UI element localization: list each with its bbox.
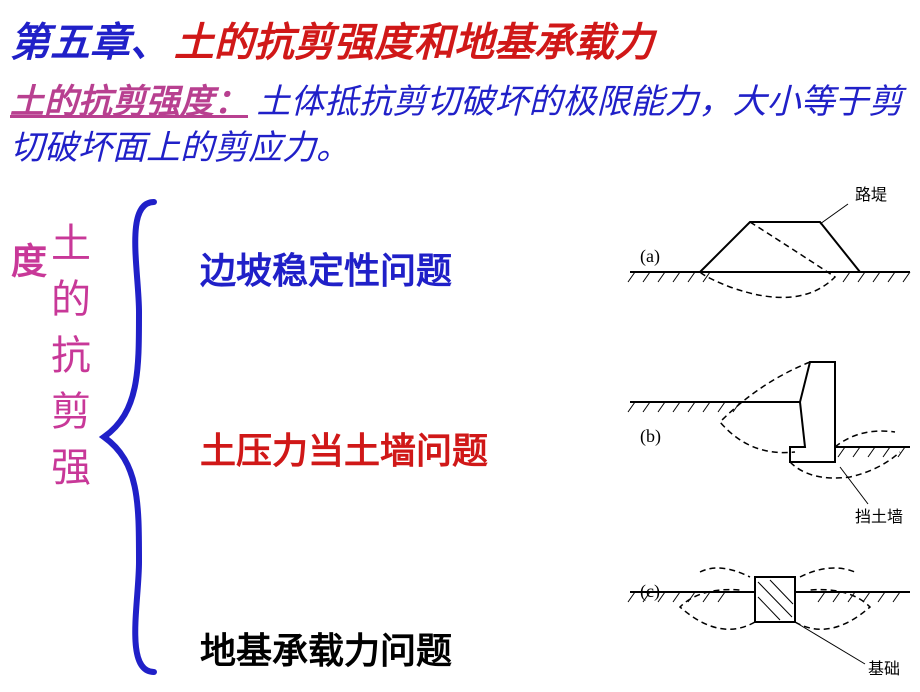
main-area: 度 土的抗剪强 边坡稳定性问题 土压力当土墙问题 地基承载力问题 路堤 [0, 182, 920, 692]
topic-bearing-capacity: 地基承载力问题 [200, 622, 452, 674]
diagram-b-label: (b) [640, 426, 661, 447]
topic-slope: 边坡稳定性问题 [200, 242, 452, 294]
definition-block: 土的抗剪强度： 土体抵抗剪切破坏的极限能力，大小等于剪切破坏面上的剪应力。 [0, 68, 920, 172]
topic-earth-pressure: 土压力当土墙问题 [200, 422, 488, 474]
chapter-label: 第五章、 [10, 20, 170, 65]
title-row: 第五章、 土的抗剪强度和地基承载力 [0, 0, 920, 68]
embankment-label: 路堤 [855, 186, 887, 204]
diagram-a: 路堤 (a) [628, 186, 910, 297]
diagram-a-label: (a) [640, 246, 660, 267]
diagrams: 路堤 (a) [600, 182, 920, 682]
brace-icon [84, 192, 174, 682]
retaining-wall-label: 挡土墙 [855, 508, 903, 526]
foundation-label: 基础 [868, 660, 900, 678]
definition-term: 土的抗剪强度： [10, 84, 248, 121]
diagram-c: (c) 基础 [628, 568, 910, 678]
diagram-b: (b) 挡土墙 [628, 362, 910, 526]
diagram-c-label: (c) [640, 581, 660, 602]
chapter-title: 土的抗剪强度和地基承载力 [174, 20, 654, 65]
